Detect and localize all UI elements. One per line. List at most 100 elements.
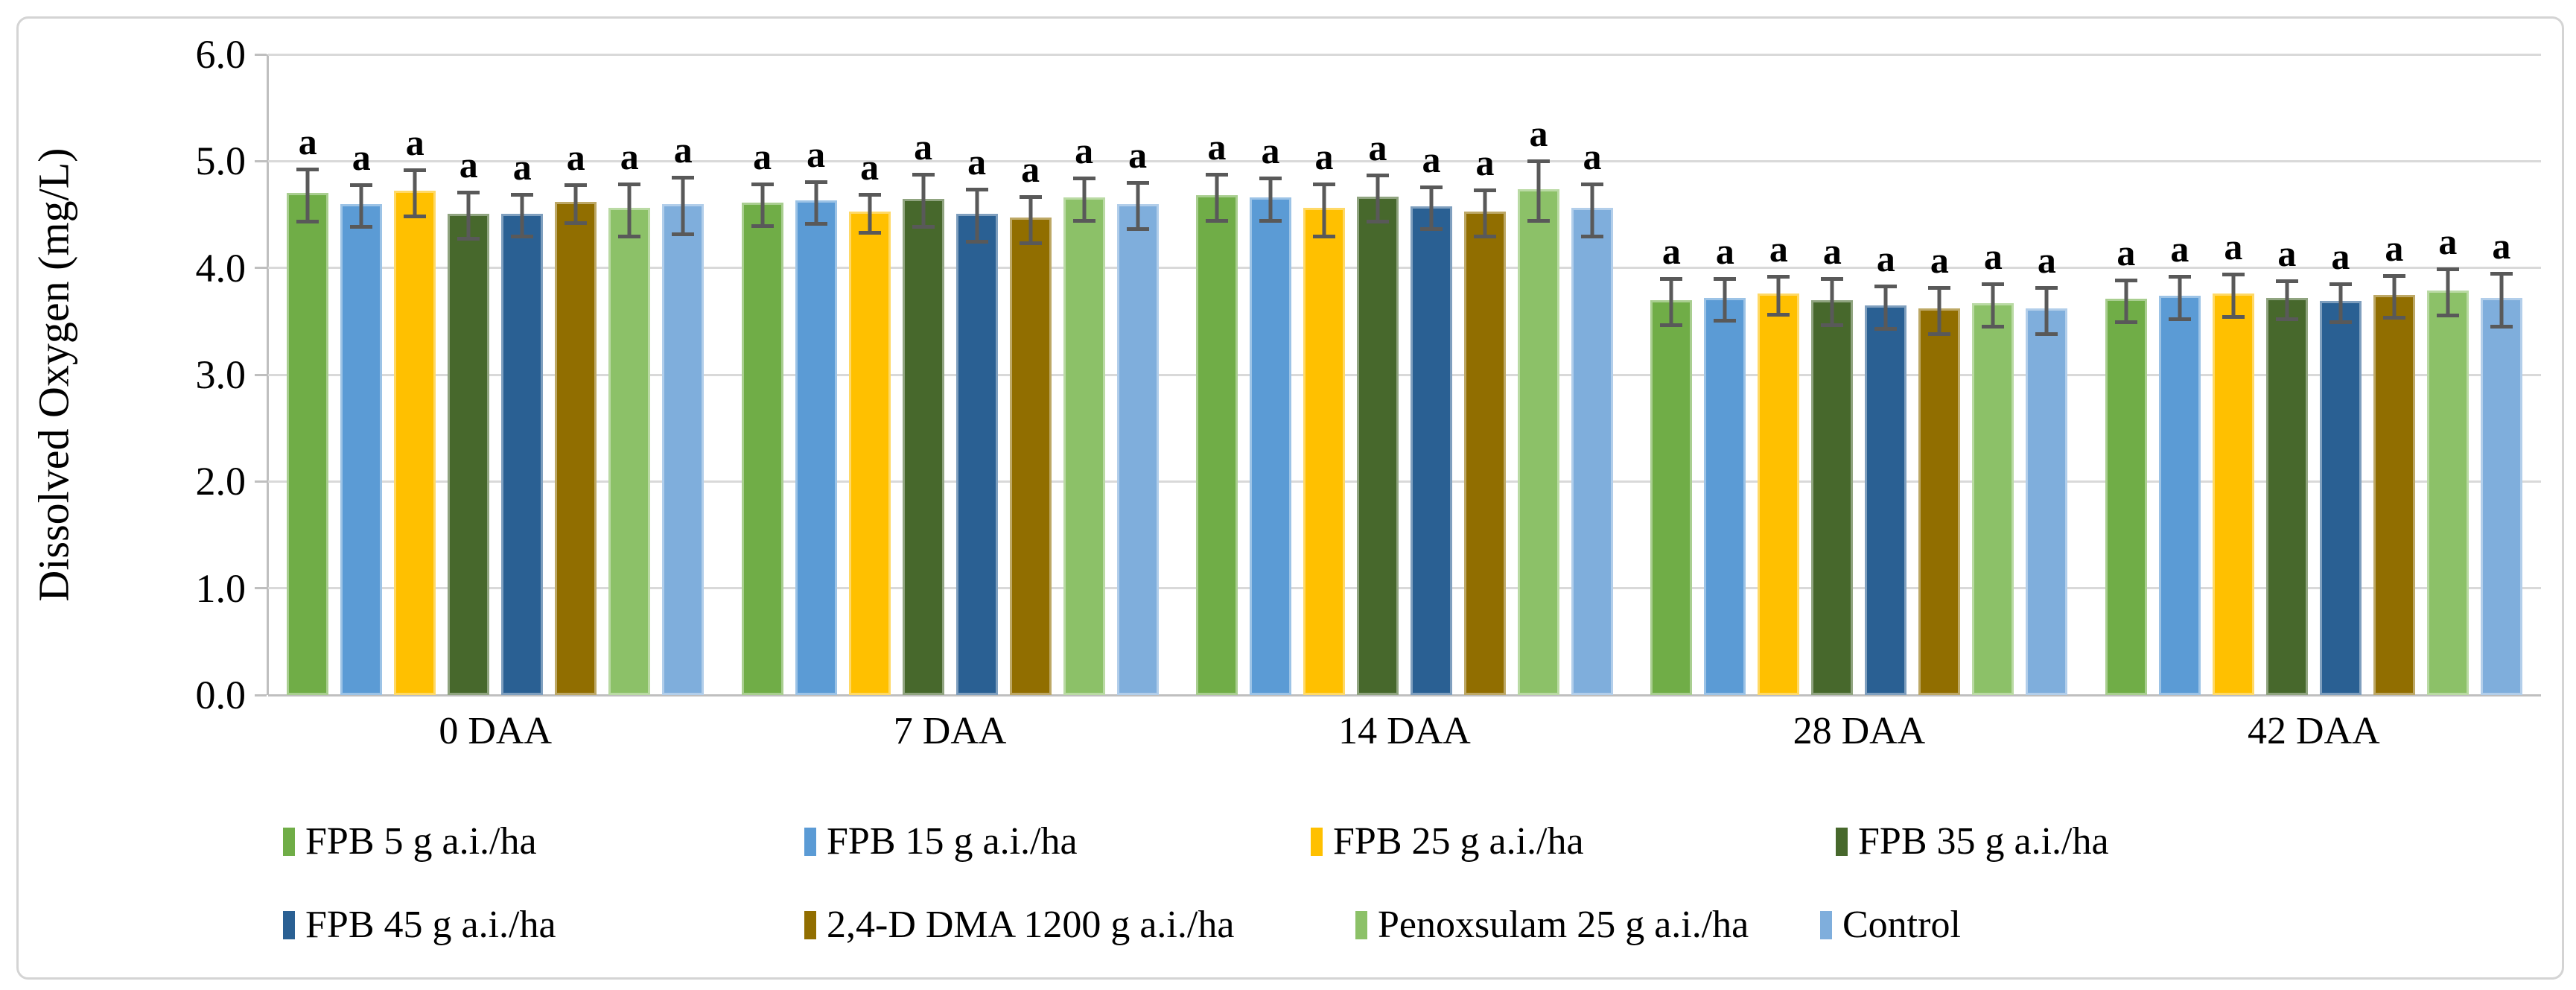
legend-label: FPB 35 g a.i./ha	[1858, 820, 2109, 863]
error-bar-cap-bottom	[2436, 314, 2459, 318]
error-bar-cap-bottom	[2329, 320, 2352, 324]
error-bar-cap-top	[1474, 188, 1497, 193]
bar: a	[1196, 128, 1238, 695]
error-bar-cap-bottom	[2035, 331, 2058, 336]
error-bar-cap-top	[1581, 182, 1604, 186]
error-bar	[1268, 178, 1273, 221]
bar: a	[2373, 229, 2415, 695]
error-bar-cap-bottom	[565, 220, 588, 225]
error-bar-cap-bottom	[404, 215, 427, 218]
significance-letter: a	[753, 135, 772, 177]
y-tick-mark	[255, 53, 267, 56]
error-bar	[627, 183, 632, 238]
bar: a	[662, 131, 705, 695]
significance-letter: a	[2224, 226, 2243, 268]
error-bar-cap-bottom	[1367, 220, 1390, 224]
y-tick-label: 0.0	[195, 673, 247, 717]
error-bar	[359, 185, 363, 228]
error-bar-cap-top	[1367, 174, 1390, 178]
error-bar	[413, 169, 417, 217]
error-bar-cap-top	[2275, 279, 2298, 284]
error-bar-cap-top	[2035, 285, 2058, 290]
y-axis-title: Dissolved Oxygen (mg/L)	[29, 147, 78, 602]
error-bar-cap-top	[1928, 285, 1951, 290]
bar: a	[2426, 223, 2469, 695]
error-bar-cap-bottom	[2168, 317, 2191, 321]
bar: a	[2265, 235, 2308, 695]
significance-letter: a	[2117, 231, 2136, 273]
y-tick-label: 1.0	[195, 565, 247, 611]
significance-letter: a	[1207, 125, 1227, 168]
error-bar	[2231, 274, 2236, 317]
error-bar	[814, 181, 818, 225]
error-bar-cap-bottom	[296, 220, 319, 224]
bar: a	[1063, 132, 1105, 695]
gridline-2.0	[268, 480, 2541, 483]
error-bar-cap-top	[350, 183, 373, 188]
error-bar-cap-bottom	[1420, 227, 1443, 232]
error-bar-cap-bottom	[1259, 218, 1282, 223]
bar: a	[741, 138, 783, 695]
legend-swatch	[283, 911, 295, 939]
error-bar	[1215, 174, 1219, 221]
error-bar	[975, 188, 979, 243]
error-bar-cap-top	[1206, 172, 1229, 177]
error-bar-cap-top	[1660, 277, 1683, 282]
gridline-4.0	[268, 267, 2541, 270]
bar: a	[2026, 241, 2068, 695]
significance-letter: a	[2037, 238, 2056, 281]
error-bar-cap-bottom	[2382, 316, 2405, 320]
legend-item: FPB 15 g a.i./ha	[804, 821, 1078, 863]
error-bar-cap-bottom	[1821, 323, 1844, 328]
significance-letter: a	[1876, 238, 1895, 280]
error-bar-cap-bottom	[1581, 235, 1604, 239]
significance-letter: a	[1930, 238, 1949, 281]
gridline-0.0	[268, 694, 2541, 697]
error-bar-cap-top	[457, 191, 480, 195]
error-bar	[1776, 276, 1781, 315]
error-bar-cap-bottom	[457, 237, 480, 241]
y-tick-mark	[255, 373, 267, 376]
significance-letter: a	[1822, 230, 1842, 273]
bar: a	[955, 143, 998, 695]
legend-swatch	[1836, 828, 1848, 856]
bar: a	[1116, 136, 1159, 695]
error-bar	[681, 177, 685, 235]
error-bar-cap-bottom	[751, 223, 774, 228]
significance-letter: a	[1314, 135, 1334, 177]
gridline-1.0	[268, 587, 2541, 590]
significance-letter: a	[2492, 224, 2511, 267]
significance-letter: a	[298, 120, 317, 162]
error-bar	[2044, 287, 2049, 334]
bar: a	[1357, 129, 1399, 695]
error-bar-cap-top	[965, 187, 988, 191]
bar: a	[1758, 230, 1800, 695]
legend-swatch	[1820, 911, 1832, 939]
bar: a	[795, 136, 837, 695]
error-bar	[1669, 279, 1673, 326]
error-bar-cap-bottom	[1660, 323, 1683, 328]
significance-letter: a	[459, 144, 478, 186]
bar: a	[1704, 232, 1746, 695]
error-bar-cap-bottom	[2114, 320, 2137, 324]
significance-letter: a	[1769, 228, 1788, 270]
significance-letter: a	[1983, 235, 2003, 278]
legend-swatch	[1311, 828, 1323, 856]
error-bar-cap-top	[2222, 273, 2245, 277]
error-bar-cap-top	[1982, 282, 2005, 287]
error-bar-cap-top	[912, 172, 935, 177]
y-tick-mark	[255, 267, 267, 270]
error-bar	[2285, 281, 2289, 320]
significance-letter: a	[1021, 147, 1040, 190]
error-bar	[1028, 196, 1033, 244]
significance-letter: a	[1075, 130, 1094, 172]
significance-letter: a	[1661, 230, 1681, 273]
significance-letter: a	[512, 145, 532, 188]
significance-letter: a	[1422, 138, 1441, 180]
significance-letter: a	[352, 136, 371, 179]
bar: a	[2158, 230, 2201, 695]
